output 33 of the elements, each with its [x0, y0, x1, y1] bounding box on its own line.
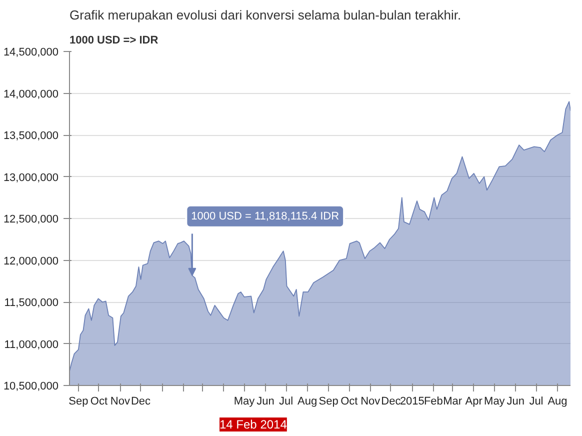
y-tick-label: 14,500,000 — [3, 46, 59, 58]
y-tick-label: 12,000,000 — [3, 255, 59, 268]
x-tick-label: Jun — [506, 396, 525, 408]
text: 14 Feb 2014 — [220, 418, 288, 432]
y-tick-label: 14,000,000 — [3, 88, 59, 100]
x-tick-label: 2015 — [400, 396, 424, 408]
y-tick-label: 13,000,000 — [3, 172, 59, 184]
x-tick-label: Aug — [548, 396, 568, 408]
x-tick-label: Apr — [465, 396, 483, 408]
x-tick-label: Dec — [130, 396, 152, 408]
y-tick-label: 13,500,000 — [3, 130, 59, 142]
annotation: 1000 USD = 11,818,115.4 IDR — [191, 210, 340, 222]
x-tick-label: Sep — [68, 396, 88, 408]
x-tick-label: Jul — [279, 396, 294, 408]
x-tick-label: Sep — [318, 396, 338, 408]
chart-title: Grafik merupakan evolusi dari konversi selama bulan-bulan terakhir. — [70, 8, 462, 22]
x-tick-label: Jun — [256, 396, 274, 408]
x-tick-label: Mar — [443, 396, 462, 408]
y-tick-label: 11,500,000 — [4, 297, 59, 309]
x-tick-label: May — [484, 396, 506, 408]
x-tick-label: Jul — [529, 396, 544, 408]
y-tick-label: 10,500,000 — [3, 380, 59, 392]
x-tick-label: Nov — [360, 396, 381, 408]
x-tick-label: Feb — [424, 396, 443, 408]
y-tick-label: 12,500,000 — [3, 214, 59, 226]
x-tick-label: Aug — [298, 396, 318, 408]
y-tick-label: 11,000,000 — [4, 338, 59, 351]
y-axis-title: 1000 USD => IDR — [70, 34, 158, 46]
x-tick-label: Oct — [90, 396, 108, 408]
x-tick-label: May — [234, 396, 256, 408]
x-tick-label: Dec — [381, 396, 402, 408]
x-tick-label: Oct — [340, 396, 358, 408]
x-tick-label: Nov — [110, 396, 130, 408]
